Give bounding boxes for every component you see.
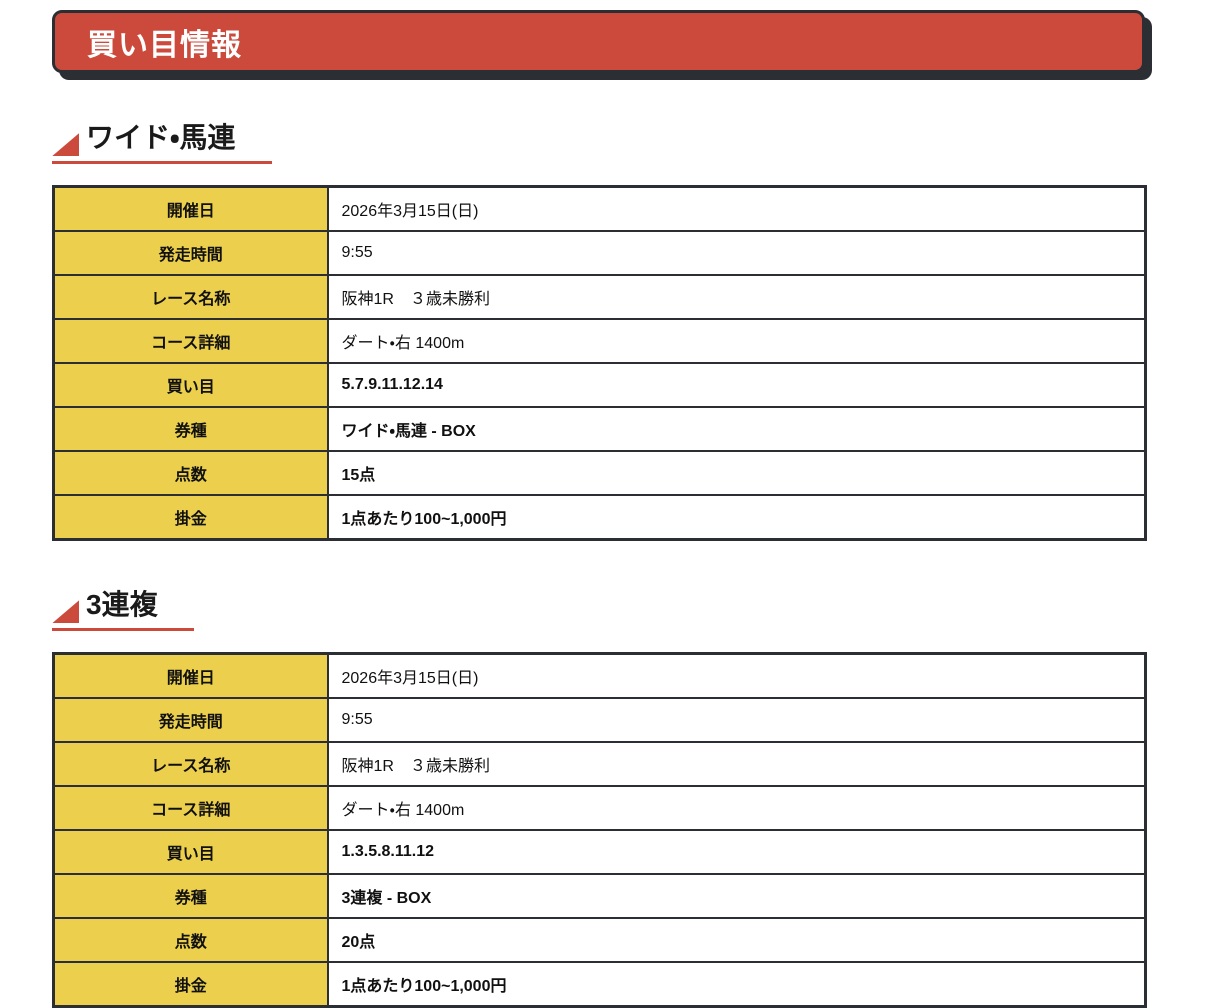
row-label: 開催日: [52, 652, 329, 700]
row-label: 買い目: [52, 829, 329, 876]
row-value: 3連複 - BOX: [326, 873, 1147, 920]
table-row: 点数 20点: [52, 917, 1147, 964]
row-label: 発走時間: [52, 697, 329, 744]
row-value: 阪神1R ３歳未勝利: [326, 741, 1147, 788]
row-label: 掛金: [52, 961, 329, 1008]
table-row: 掛金 1点あたり100~1,000円: [52, 961, 1147, 1008]
table-row: 発走時間 9:55: [52, 230, 1147, 277]
table-row: コース詳細 ダート・右 1400m: [52, 318, 1147, 365]
triangle-marker-icon: [52, 133, 79, 157]
row-label: 発走時間: [52, 230, 329, 277]
table-row: 開催日 2026年3月15日(日): [52, 652, 1147, 700]
row-label: 券種: [52, 406, 329, 453]
table-row: コース詳細 ダート・右 1400m: [52, 785, 1147, 832]
row-label: 開催日: [52, 185, 329, 233]
row-value: ワイド・馬連 - BOX: [326, 406, 1147, 453]
row-label: コース詳細: [52, 318, 329, 365]
row-value: 2026年3月15日(日): [326, 652, 1147, 700]
row-value: 9:55: [326, 697, 1147, 744]
table-row: レース名称 阪神1R ３歳未勝利: [52, 741, 1147, 788]
table-row: 買い目 5.7.9.11.12.14: [52, 362, 1147, 409]
row-value: ダート・右 1400m: [326, 318, 1147, 365]
row-label: レース名称: [52, 274, 329, 321]
page-title-banner: 買い目情報: [52, 10, 1145, 73]
table-row: 券種 ワイド・馬連 - BOX: [52, 406, 1147, 453]
row-label: 券種: [52, 873, 329, 920]
row-value: 2026年3月15日(日): [326, 185, 1147, 233]
section-heading: ワイド・馬連: [52, 122, 272, 165]
row-label: 買い目: [52, 362, 329, 409]
section-heading-label: 3連複: [86, 589, 158, 621]
row-value: 20点: [326, 917, 1147, 964]
section-heading: 3連複: [52, 589, 194, 632]
row-value: 15点: [326, 450, 1147, 497]
row-label: コース詳細: [52, 785, 329, 832]
table-row: 掛金 1点あたり100~1,000円: [52, 494, 1147, 541]
betting-section: ワイド・馬連 開催日 2026年3月15日(日) 発走時間 9:55 レース名称…: [52, 122, 1216, 542]
betting-info-table: 開催日 2026年3月15日(日) 発走時間 9:55 レース名称 阪神1R ３…: [52, 185, 1147, 542]
row-value: 5.7.9.11.12.14: [326, 362, 1147, 409]
table-row: 発走時間 9:55: [52, 697, 1147, 744]
row-value: 1点あたり100~1,000円: [326, 961, 1147, 1008]
row-value: 1.3.5.8.11.12: [326, 829, 1147, 876]
betting-info-content: ワイド・馬連 開催日 2026年3月15日(日) 発走時間 9:55 レース名称…: [0, 122, 1216, 1008]
triangle-marker-icon: [52, 600, 79, 624]
row-label: レース名称: [52, 741, 329, 788]
table-row: 券種 3連複 - BOX: [52, 873, 1147, 920]
table-row: 開催日 2026年3月15日(日): [52, 185, 1147, 233]
row-label: 点数: [52, 450, 329, 497]
row-label: 掛金: [52, 494, 329, 541]
row-value: ダート・右 1400m: [326, 785, 1147, 832]
row-label: 点数: [52, 917, 329, 964]
table-row: 買い目 1.3.5.8.11.12: [52, 829, 1147, 876]
section-heading-label: ワイド・馬連: [86, 122, 236, 153]
table-row: 点数 15点: [52, 450, 1147, 497]
betting-info-table: 開催日 2026年3月15日(日) 発走時間 9:55 レース名称 阪神1R ３…: [52, 652, 1147, 1008]
row-value: 9:55: [326, 230, 1147, 277]
row-value: 阪神1R ３歳未勝利: [326, 274, 1147, 321]
table-row: レース名称 阪神1R ３歳未勝利: [52, 274, 1147, 321]
betting-section: 3連複 開催日 2026年3月15日(日) 発走時間 9:55 レース名称 阪神…: [52, 589, 1216, 1008]
page-title: 買い目情報: [87, 28, 242, 62]
row-value: 1点あたり100~1,000円: [326, 494, 1147, 541]
